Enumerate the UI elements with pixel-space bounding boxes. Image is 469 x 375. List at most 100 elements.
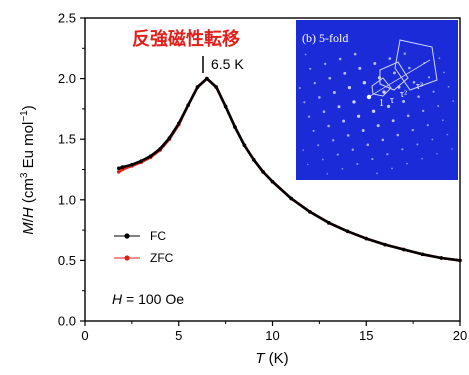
- data-point-fc: [186, 103, 190, 108]
- diffraction-spot: [386, 104, 391, 109]
- legend-zfc-label: ZFC: [150, 251, 174, 265]
- diffraction-spot: [382, 90, 386, 94]
- diffraction-spot: [346, 134, 350, 137]
- diffraction-spot: [307, 115, 311, 118]
- inset-guide-line: [366, 59, 431, 99]
- data-point-fc: [139, 159, 144, 163]
- diffraction-spot: [373, 62, 377, 65]
- data-point-fc: [223, 104, 228, 109]
- diffraction-spot: [327, 124, 330, 128]
- inset-pentagon-small: [371, 77, 392, 97]
- x-tick-label: 10: [265, 328, 279, 343]
- diffraction-spot: [402, 100, 406, 103]
- data-point-fc: [326, 221, 331, 225]
- diffraction-spot: [426, 124, 429, 127]
- diffraction-spot: [361, 129, 365, 132]
- diffraction-spot: [438, 57, 441, 60]
- diffraction-spot: [386, 153, 389, 156]
- data-point-fc: [167, 136, 172, 140]
- diffraction-spot: [376, 172, 378, 175]
- data-point-fc: [364, 236, 369, 241]
- diffraction-spot: [298, 86, 301, 90]
- diffraction-spot: [437, 104, 440, 108]
- y-axis-label: M/H (cm3 Eu mol−1): [19, 105, 37, 235]
- inset-label-tau3: τ³: [416, 81, 423, 92]
- legend: FC ZFC: [114, 229, 174, 265]
- diffraction-spot: [417, 95, 420, 98]
- data-curves: [116, 76, 462, 263]
- data-point-zfc: [116, 170, 121, 174]
- x-axis-label: T (K): [255, 350, 288, 367]
- y-tick-label: 1.5: [58, 132, 76, 147]
- diffraction-spot: [358, 66, 362, 70]
- diffraction-spot: [451, 148, 453, 150]
- diffraction-spot: [421, 157, 423, 160]
- diffraction-spot: [376, 124, 380, 128]
- diffraction-spot: [302, 149, 305, 151]
- diffraction-spot: [342, 119, 346, 123]
- data-point-fc: [148, 154, 153, 158]
- diffraction-spot: [388, 57, 392, 60]
- diffraction-spot: [303, 101, 306, 104]
- inset-label-tau2: τ²: [400, 89, 407, 100]
- diffraction-spot: [432, 90, 435, 93]
- diffraction-spot: [362, 81, 367, 85]
- diffraction-spot: [353, 52, 357, 56]
- data-point-fc: [158, 147, 162, 151]
- diffraction-spot: [343, 71, 347, 75]
- data-point-fc: [233, 125, 237, 129]
- data-point-fc: [345, 229, 350, 234]
- axis-ticks: 0 5 10 15 20 0.0 0.5 1.0 1.5 2.0 2.5: [58, 11, 467, 344]
- transition-temperature: 6.5 K: [211, 56, 244, 72]
- diffraction-spot: [443, 71, 445, 74]
- diffraction-spot: [313, 81, 316, 85]
- legend-fc-label: FC: [150, 229, 166, 243]
- diffraction-spot: [304, 53, 307, 56]
- diffraction-spot: [318, 96, 321, 99]
- diffraction-spot: [422, 109, 425, 113]
- inset-label-tau: τ: [390, 95, 394, 106]
- y-tick-label: 2.0: [58, 71, 76, 86]
- data-point-fc: [439, 256, 444, 260]
- diffraction-spot: [347, 85, 352, 90]
- diffraction-spot: [427, 76, 431, 79]
- diffraction-spot: [401, 148, 404, 151]
- diffraction-spot: [309, 67, 312, 70]
- diffraction-spot: [406, 114, 410, 118]
- data-point-fc: [458, 258, 462, 263]
- diffraction-spot: [352, 100, 356, 104]
- data-point-fc: [214, 85, 219, 89]
- diffraction-spot: [336, 153, 339, 156]
- diffraction-spot: [447, 85, 450, 88]
- diffraction-spot: [366, 143, 370, 147]
- data-point-fc: [176, 121, 181, 126]
- diffraction-spot: [396, 133, 400, 137]
- diffraction-spot: [431, 138, 434, 141]
- diffraction-spot: [332, 91, 336, 94]
- y-tick-label: 0.0: [58, 314, 76, 329]
- diffraction-spot: [391, 167, 393, 170]
- diffraction-spot: [446, 133, 449, 136]
- diffraction-spot: [441, 119, 444, 122]
- x-tick-label: 15: [359, 328, 373, 343]
- diffraction-spot: [341, 168, 344, 170]
- diffraction-spot: [371, 158, 374, 161]
- diffraction-spot: [381, 138, 385, 142]
- diffraction-spot: [371, 109, 376, 114]
- legend-zfc-marker: [124, 255, 130, 261]
- diffraction-spot: [317, 144, 320, 147]
- y-tick-label: 1.0: [58, 192, 76, 207]
- diffraction-spot: [307, 163, 309, 166]
- x-tick-label: 20: [453, 328, 467, 343]
- transition-annotation: 反強磁性転移: [132, 28, 240, 50]
- data-point-fc: [261, 170, 265, 174]
- data-point-fc: [270, 179, 275, 184]
- diffraction-spots: [298, 52, 455, 175]
- data-point-fc: [116, 166, 121, 171]
- diffraction-spot: [391, 119, 395, 123]
- x-tick-label: 0: [81, 328, 88, 343]
- data-point-fc: [383, 242, 387, 247]
- diffraction-spot: [412, 81, 416, 84]
- diffraction-spot: [321, 158, 324, 161]
- data-point-fc: [420, 252, 425, 257]
